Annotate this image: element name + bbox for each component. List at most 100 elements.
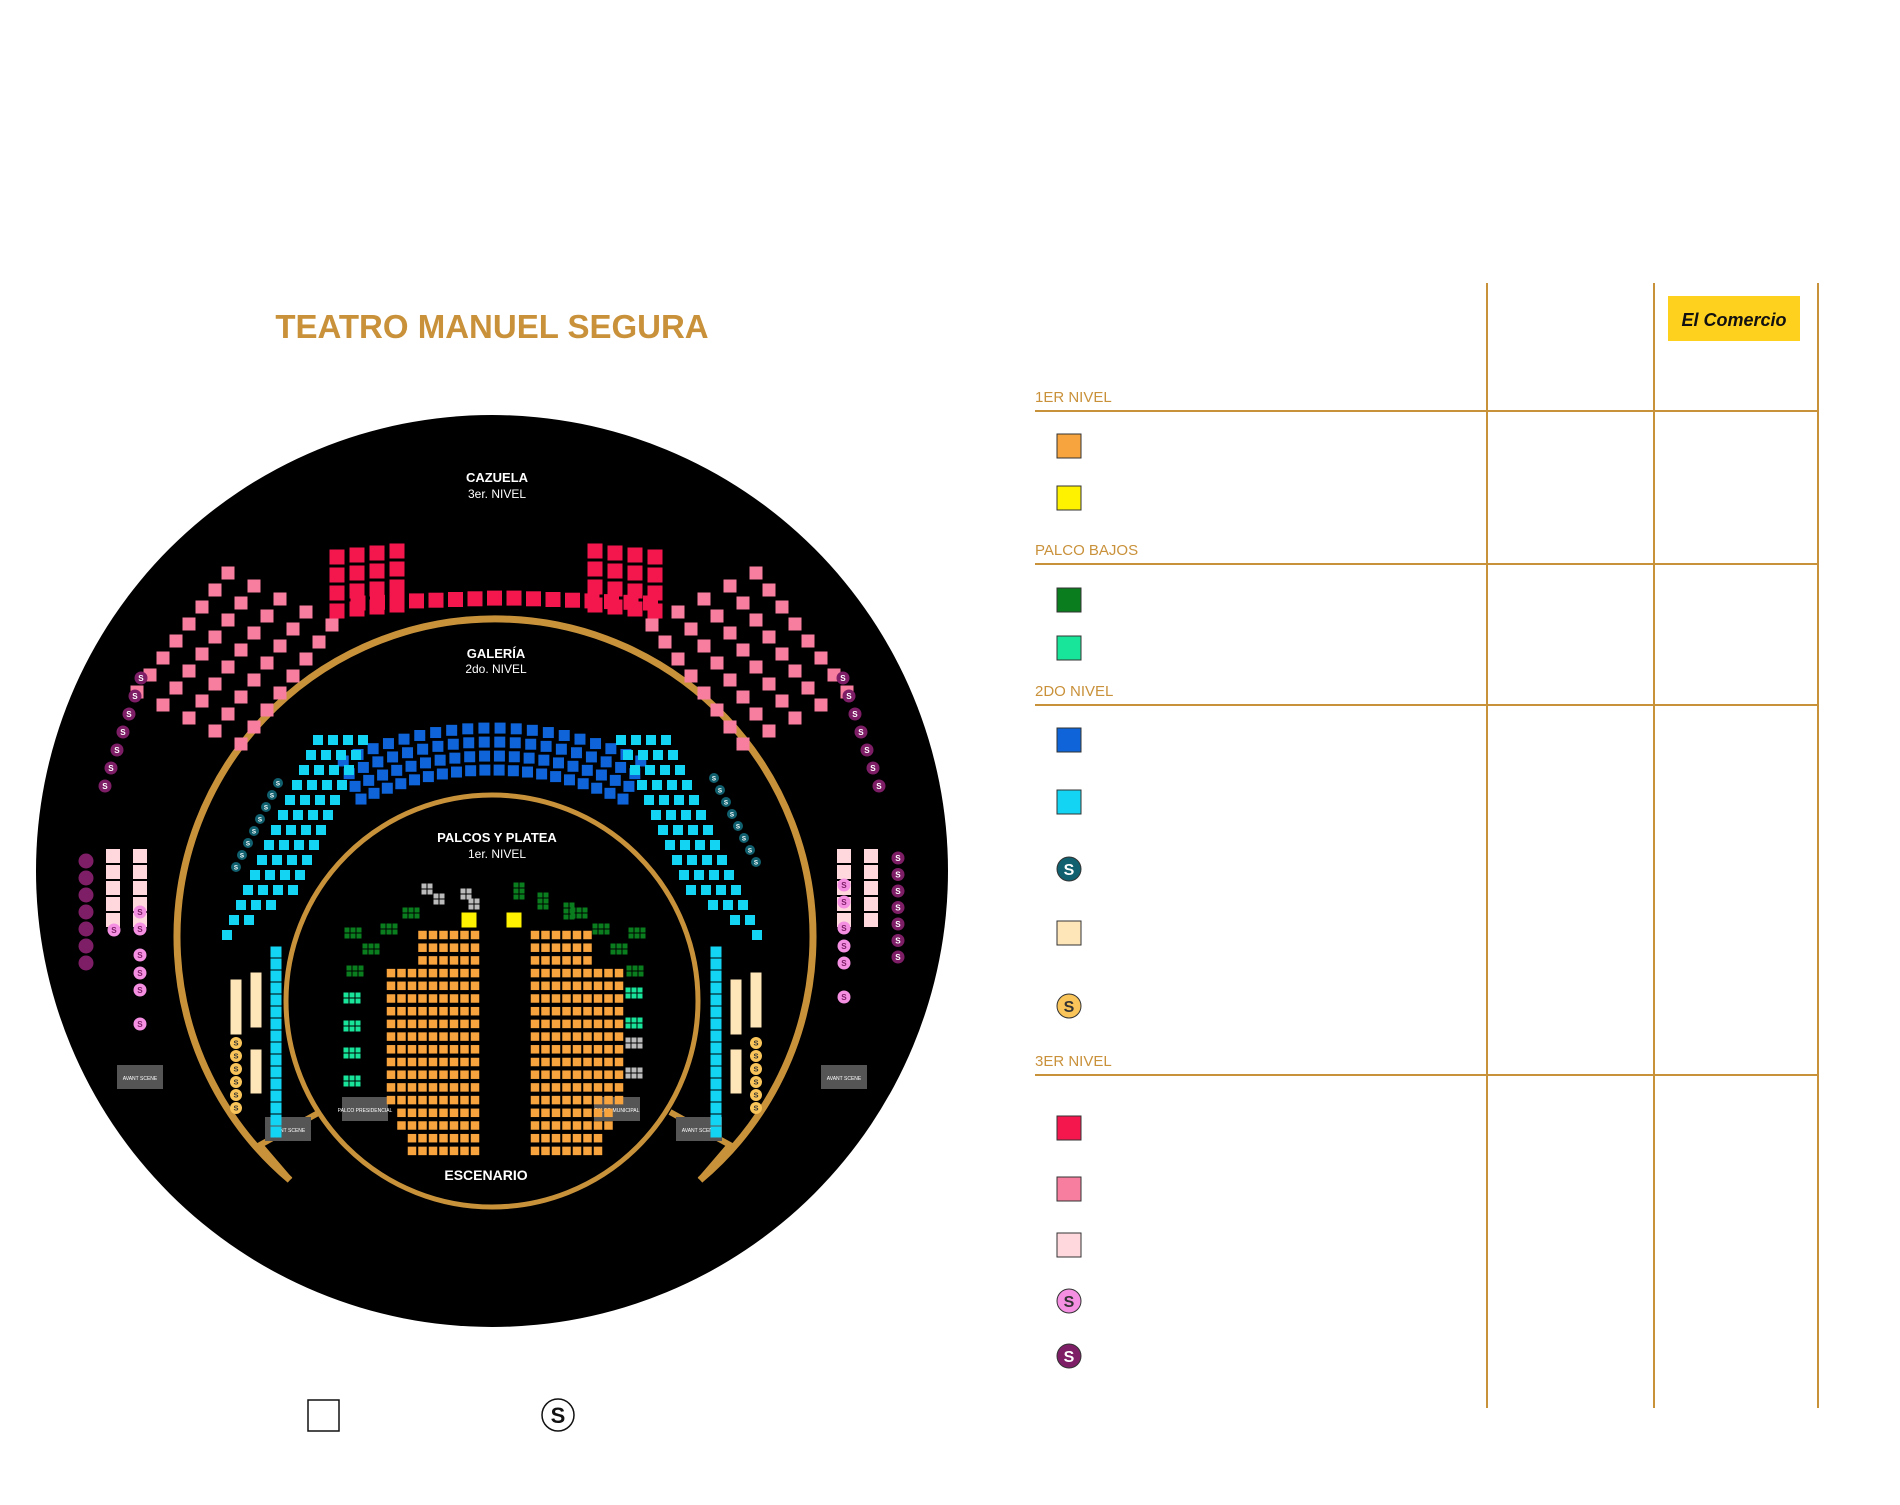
seat-galeria-azul[interactable] (615, 761, 627, 773)
seat-platea[interactable] (530, 956, 540, 965)
seat-rosa[interactable] (312, 635, 326, 649)
seat-platea[interactable] (551, 1070, 561, 1079)
seat-rosa[interactable] (208, 724, 222, 738)
seat-platea[interactable] (439, 1133, 448, 1143)
seat-galeria-celeste[interactable] (270, 1078, 282, 1090)
avant-scene-box-right-outer[interactable]: AVANT SCENE (821, 1065, 867, 1089)
seat-palco-verde[interactable] (408, 907, 414, 913)
seat-palco-menta[interactable] (343, 1020, 349, 1026)
seat-platea[interactable] (541, 1121, 550, 1130)
seat-rojo[interactable] (428, 592, 444, 608)
seat-rosa[interactable] (762, 724, 776, 738)
seat-presidencial[interactable] (461, 912, 477, 928)
seat-palco-verde[interactable] (634, 927, 640, 933)
seat-galeria-celeste[interactable] (710, 1090, 722, 1102)
seat-platea[interactable] (604, 1032, 613, 1041)
seat-platea[interactable] (593, 1006, 603, 1016)
seat-palco-verde[interactable] (346, 965, 352, 971)
seat-palco-verde[interactable] (513, 888, 519, 894)
seat-galeria-celeste[interactable] (270, 1054, 282, 1066)
seat-rojo[interactable] (587, 543, 603, 559)
seat-galeria-celeste[interactable] (265, 870, 275, 880)
seat-rojo[interactable] (369, 599, 385, 615)
seat-platea[interactable] (397, 994, 406, 1003)
seat-palco-verde[interactable] (537, 898, 543, 904)
seat-galeria-azul[interactable] (449, 752, 461, 764)
seat-platea[interactable] (593, 981, 603, 991)
seat-platea[interactable] (449, 1083, 459, 1092)
seat-platea[interactable] (460, 1057, 469, 1067)
seat-platea[interactable] (386, 1083, 396, 1092)
seat-galeria-azul[interactable] (479, 764, 491, 776)
seat-s-label[interactable]: S (895, 854, 901, 863)
seat-gris[interactable] (439, 893, 445, 899)
seat-platea[interactable] (460, 943, 469, 952)
seat-platea[interactable] (470, 1121, 480, 1130)
seat-platea[interactable] (470, 1032, 480, 1041)
seat-platea[interactable] (449, 1019, 459, 1029)
seat-morado[interactable] (78, 921, 94, 937)
seat-galeria-celeste[interactable] (710, 1066, 722, 1078)
seat-galeria-celeste[interactable] (270, 1126, 282, 1138)
seat-rosa[interactable] (684, 669, 698, 683)
seat-platea[interactable] (418, 1095, 427, 1105)
seat-galeria-celeste[interactable] (293, 810, 303, 820)
seat-galeria-celeste[interactable] (696, 810, 706, 820)
seat-galeria-azul[interactable] (536, 768, 548, 780)
seat-galeria-azul[interactable] (462, 723, 474, 735)
seat-palco-menta[interactable] (343, 1026, 349, 1032)
seat-palco-menta[interactable] (355, 992, 361, 998)
seat-lila-s[interactable] (133, 948, 147, 962)
seat-platea[interactable] (449, 930, 459, 940)
seat-palco-verde[interactable] (386, 923, 392, 929)
seat-crema[interactable] (750, 994, 762, 1006)
seat-platea[interactable] (407, 1083, 417, 1092)
seat-platea[interactable] (583, 1095, 592, 1105)
seat-morado[interactable] (78, 853, 94, 869)
seat-galeria-azul[interactable] (422, 771, 434, 783)
seat-palco-verde[interactable] (392, 923, 398, 929)
seat-platea[interactable] (418, 1045, 427, 1054)
seat-platea[interactable] (593, 1133, 603, 1143)
seat-galeria-azul[interactable] (590, 738, 602, 750)
seat-platea[interactable] (604, 1019, 613, 1029)
seat-galeria-celeste[interactable] (270, 1114, 282, 1126)
seat-morado-s[interactable] (842, 689, 856, 703)
seat-palco-verde[interactable] (374, 943, 380, 949)
seat-platea[interactable] (449, 1045, 459, 1054)
seat-crema[interactable] (730, 979, 742, 991)
seat-rosa-claro[interactable] (106, 913, 120, 927)
seat-platea[interactable] (541, 1083, 550, 1092)
seat-palco-menta[interactable] (625, 987, 631, 993)
seat-platea[interactable] (583, 1146, 592, 1156)
seat-galeria-celeste[interactable] (314, 765, 324, 775)
seat-rosa[interactable] (247, 626, 261, 640)
seat-rosa[interactable] (208, 677, 222, 691)
seat-s-label[interactable]: S (718, 787, 722, 794)
seat-dorado-s[interactable] (230, 1102, 242, 1114)
seat-platea[interactable] (604, 981, 613, 991)
seat-palco-verde[interactable] (638, 971, 644, 977)
seat-rosa-claro[interactable] (133, 881, 147, 895)
seat-palco-menta[interactable] (349, 992, 355, 998)
seat-galeria-celeste[interactable] (358, 735, 368, 745)
seat-galeria-celeste[interactable] (645, 765, 655, 775)
seat-platea[interactable] (428, 1095, 438, 1105)
seat-teal-s[interactable] (231, 862, 241, 872)
seat-platea[interactable] (530, 1070, 540, 1079)
seat-galeria-celeste[interactable] (336, 750, 346, 760)
seat-galeria-celeste[interactable] (316, 825, 326, 835)
seat-platea[interactable] (407, 994, 417, 1003)
seat-galeria-azul[interactable] (604, 787, 616, 799)
seat-galeria-celeste[interactable] (723, 900, 733, 910)
seat-palco-verde[interactable] (576, 913, 582, 919)
seat-rosa[interactable] (182, 664, 196, 678)
seat-platea[interactable] (583, 1019, 592, 1029)
seat-dorado-s[interactable] (230, 1037, 242, 1049)
seat-galeria-azul[interactable] (377, 769, 389, 781)
seat-platea[interactable] (439, 1146, 448, 1156)
seat-s-label[interactable]: S (864, 746, 870, 755)
seat-galeria-celeste[interactable] (292, 780, 302, 790)
seat-platea[interactable] (583, 1045, 592, 1054)
seat-galeria-celeste[interactable] (637, 780, 647, 790)
